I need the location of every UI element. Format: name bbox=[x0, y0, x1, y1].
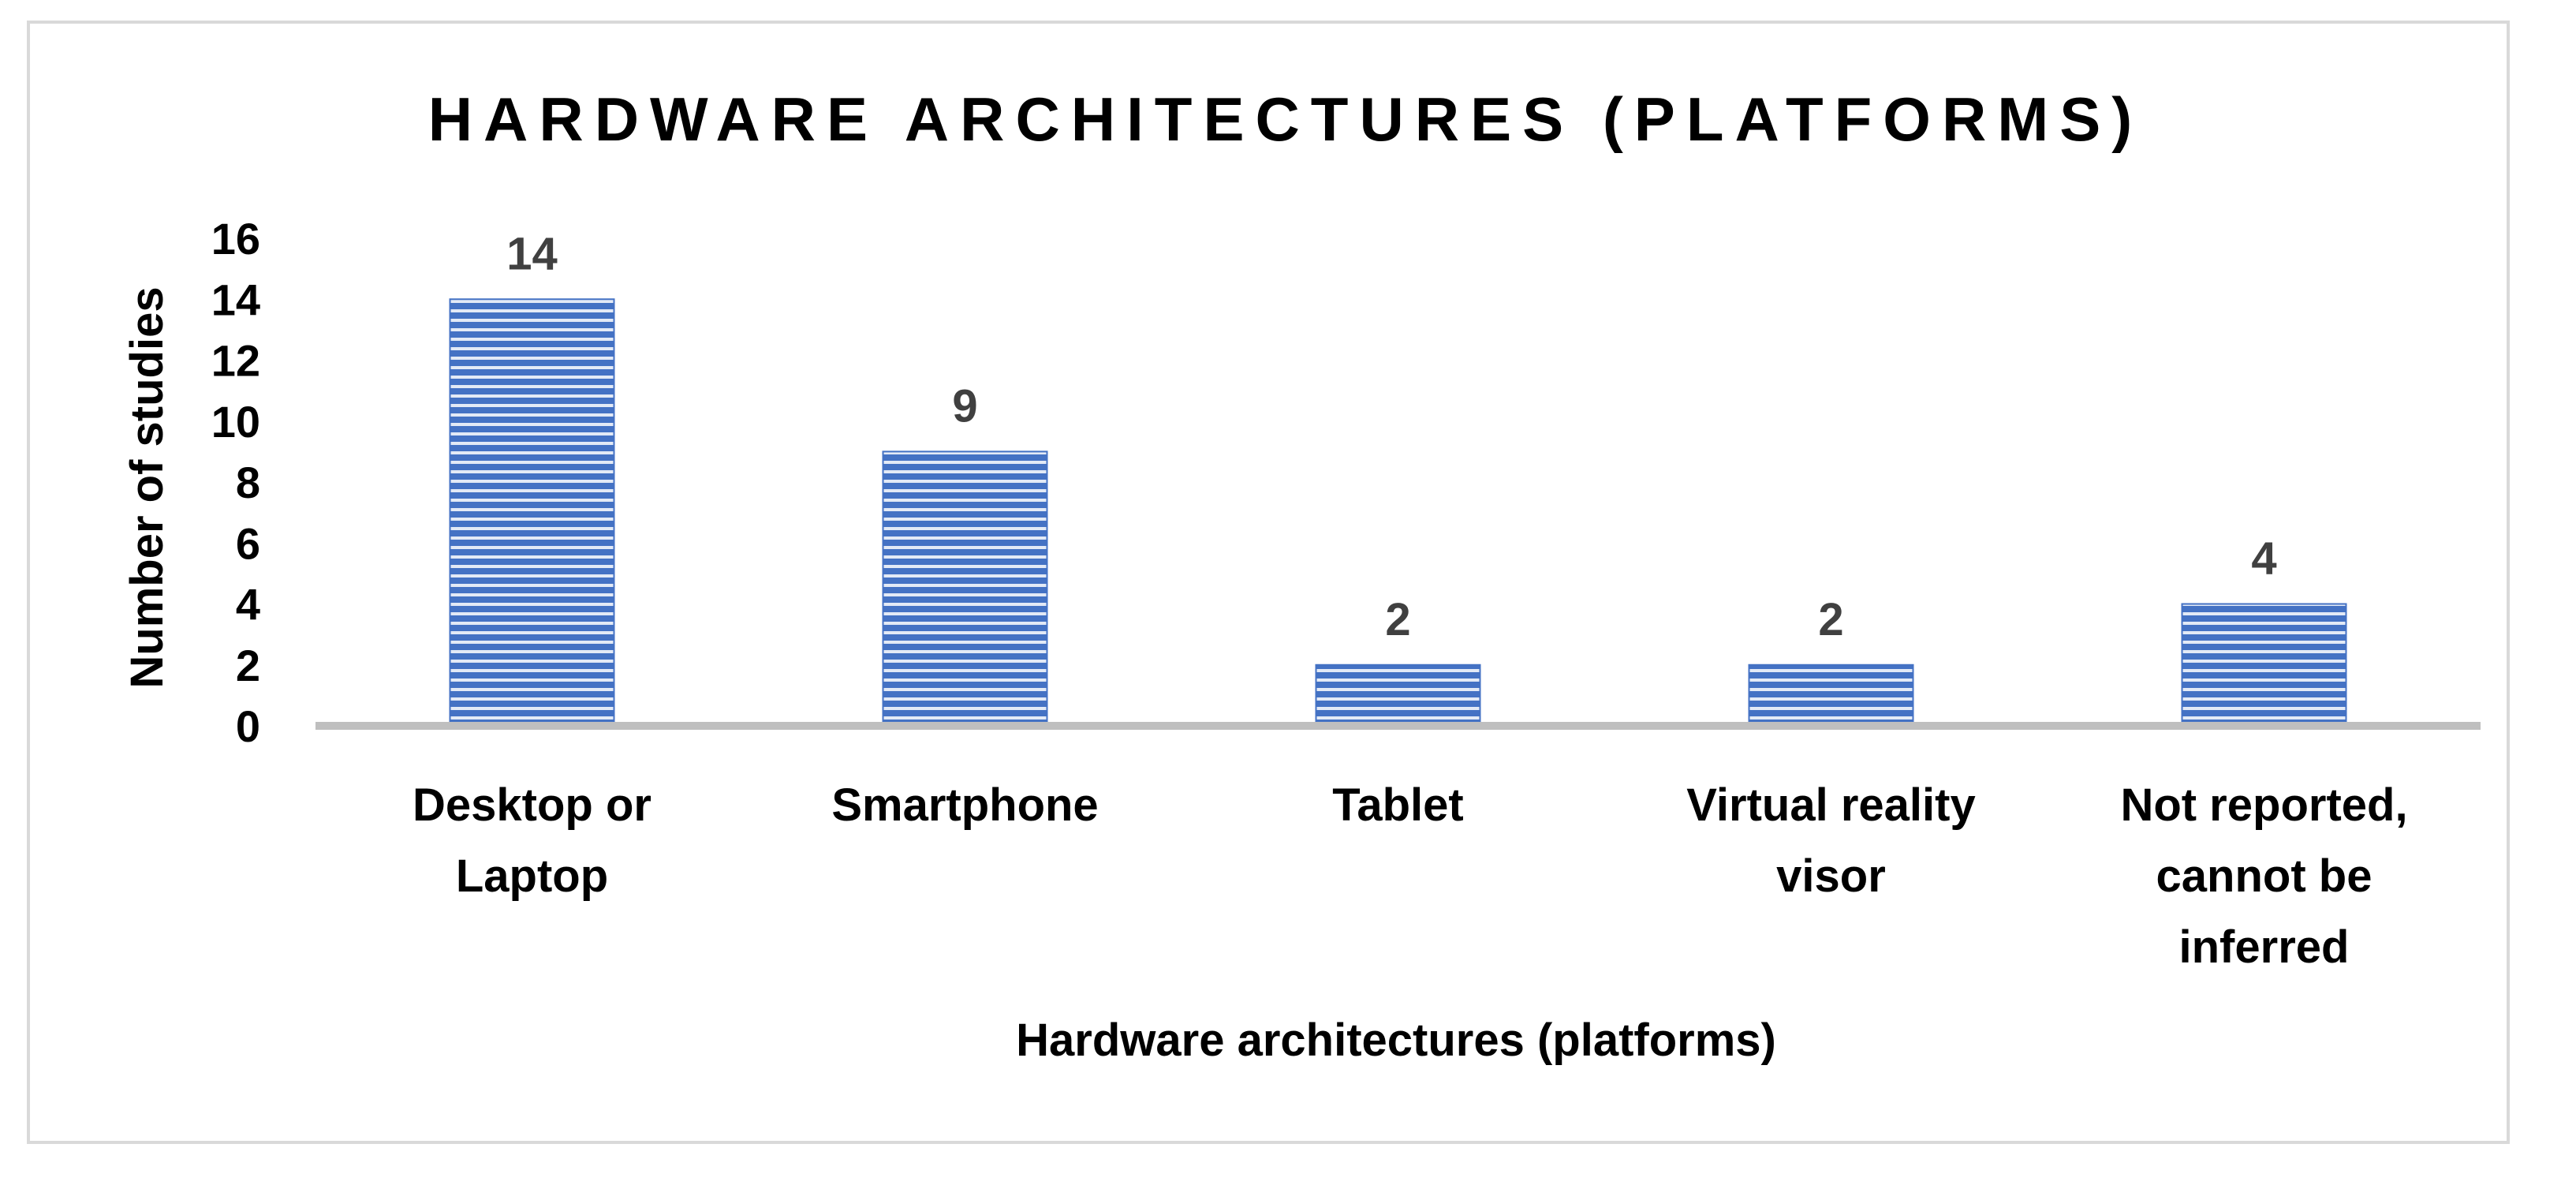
bars-group bbox=[449, 298, 2347, 727]
bar bbox=[449, 298, 615, 727]
category-label-line: Smartphone bbox=[831, 779, 1098, 831]
category-label-line: inferred bbox=[2179, 921, 2350, 973]
data-label: 14 bbox=[506, 228, 558, 279]
category-label-line: Virtual reality bbox=[1686, 779, 1975, 831]
y-tick-label: 8 bbox=[236, 458, 260, 507]
y-tick-label: 0 bbox=[236, 701, 260, 751]
bar bbox=[2181, 603, 2347, 727]
category-label-line: Tablet bbox=[1332, 779, 1464, 831]
bar bbox=[882, 450, 1048, 727]
y-tick-label: 6 bbox=[236, 518, 260, 568]
category-label-line: Laptop bbox=[456, 850, 608, 902]
data-labels-group: 14 9 2 2 4 bbox=[506, 228, 2276, 645]
y-axis-title: Number of studies bbox=[121, 286, 173, 688]
chart-frame bbox=[27, 21, 2510, 1144]
data-label: 4 bbox=[2251, 533, 2276, 585]
category-label: Tablet bbox=[1332, 779, 1464, 831]
bar bbox=[1748, 664, 1914, 727]
y-tick-label: 10 bbox=[211, 397, 260, 447]
y-tick-label: 16 bbox=[211, 214, 260, 264]
category-label-line: Not reported, bbox=[2120, 779, 2407, 831]
category-label: Virtual reality visor bbox=[1686, 779, 1975, 902]
category-label: Not reported, cannot be inferred bbox=[2120, 779, 2407, 973]
data-label: 9 bbox=[952, 380, 977, 432]
category-label-line: visor bbox=[1776, 850, 1886, 902]
x-axis-title: Hardware architectures (platforms) bbox=[1016, 1015, 1776, 1066]
y-tick-label: 2 bbox=[236, 641, 260, 690]
y-tick-label: 12 bbox=[211, 336, 260, 386]
category-label-line: Desktop or bbox=[413, 779, 651, 831]
y-axis-ticks: 0 2 4 6 8 10 12 14 16 bbox=[211, 214, 260, 751]
data-label: 2 bbox=[1818, 594, 1843, 645]
category-label: Desktop or Laptop bbox=[413, 779, 651, 902]
chart-title: HARDWARE ARCHITECTURES (PLATFORMS) bbox=[428, 84, 2144, 154]
bar bbox=[1315, 664, 1481, 727]
category-label-line: cannot be bbox=[2156, 850, 2373, 902]
y-tick-label: 14 bbox=[211, 275, 260, 324]
data-label: 2 bbox=[1385, 594, 1410, 645]
category-label: Smartphone bbox=[831, 779, 1098, 831]
y-tick-label: 4 bbox=[236, 580, 260, 630]
category-labels-group: Desktop or Laptop Smartphone Tablet Virtual … bbox=[413, 779, 2408, 973]
